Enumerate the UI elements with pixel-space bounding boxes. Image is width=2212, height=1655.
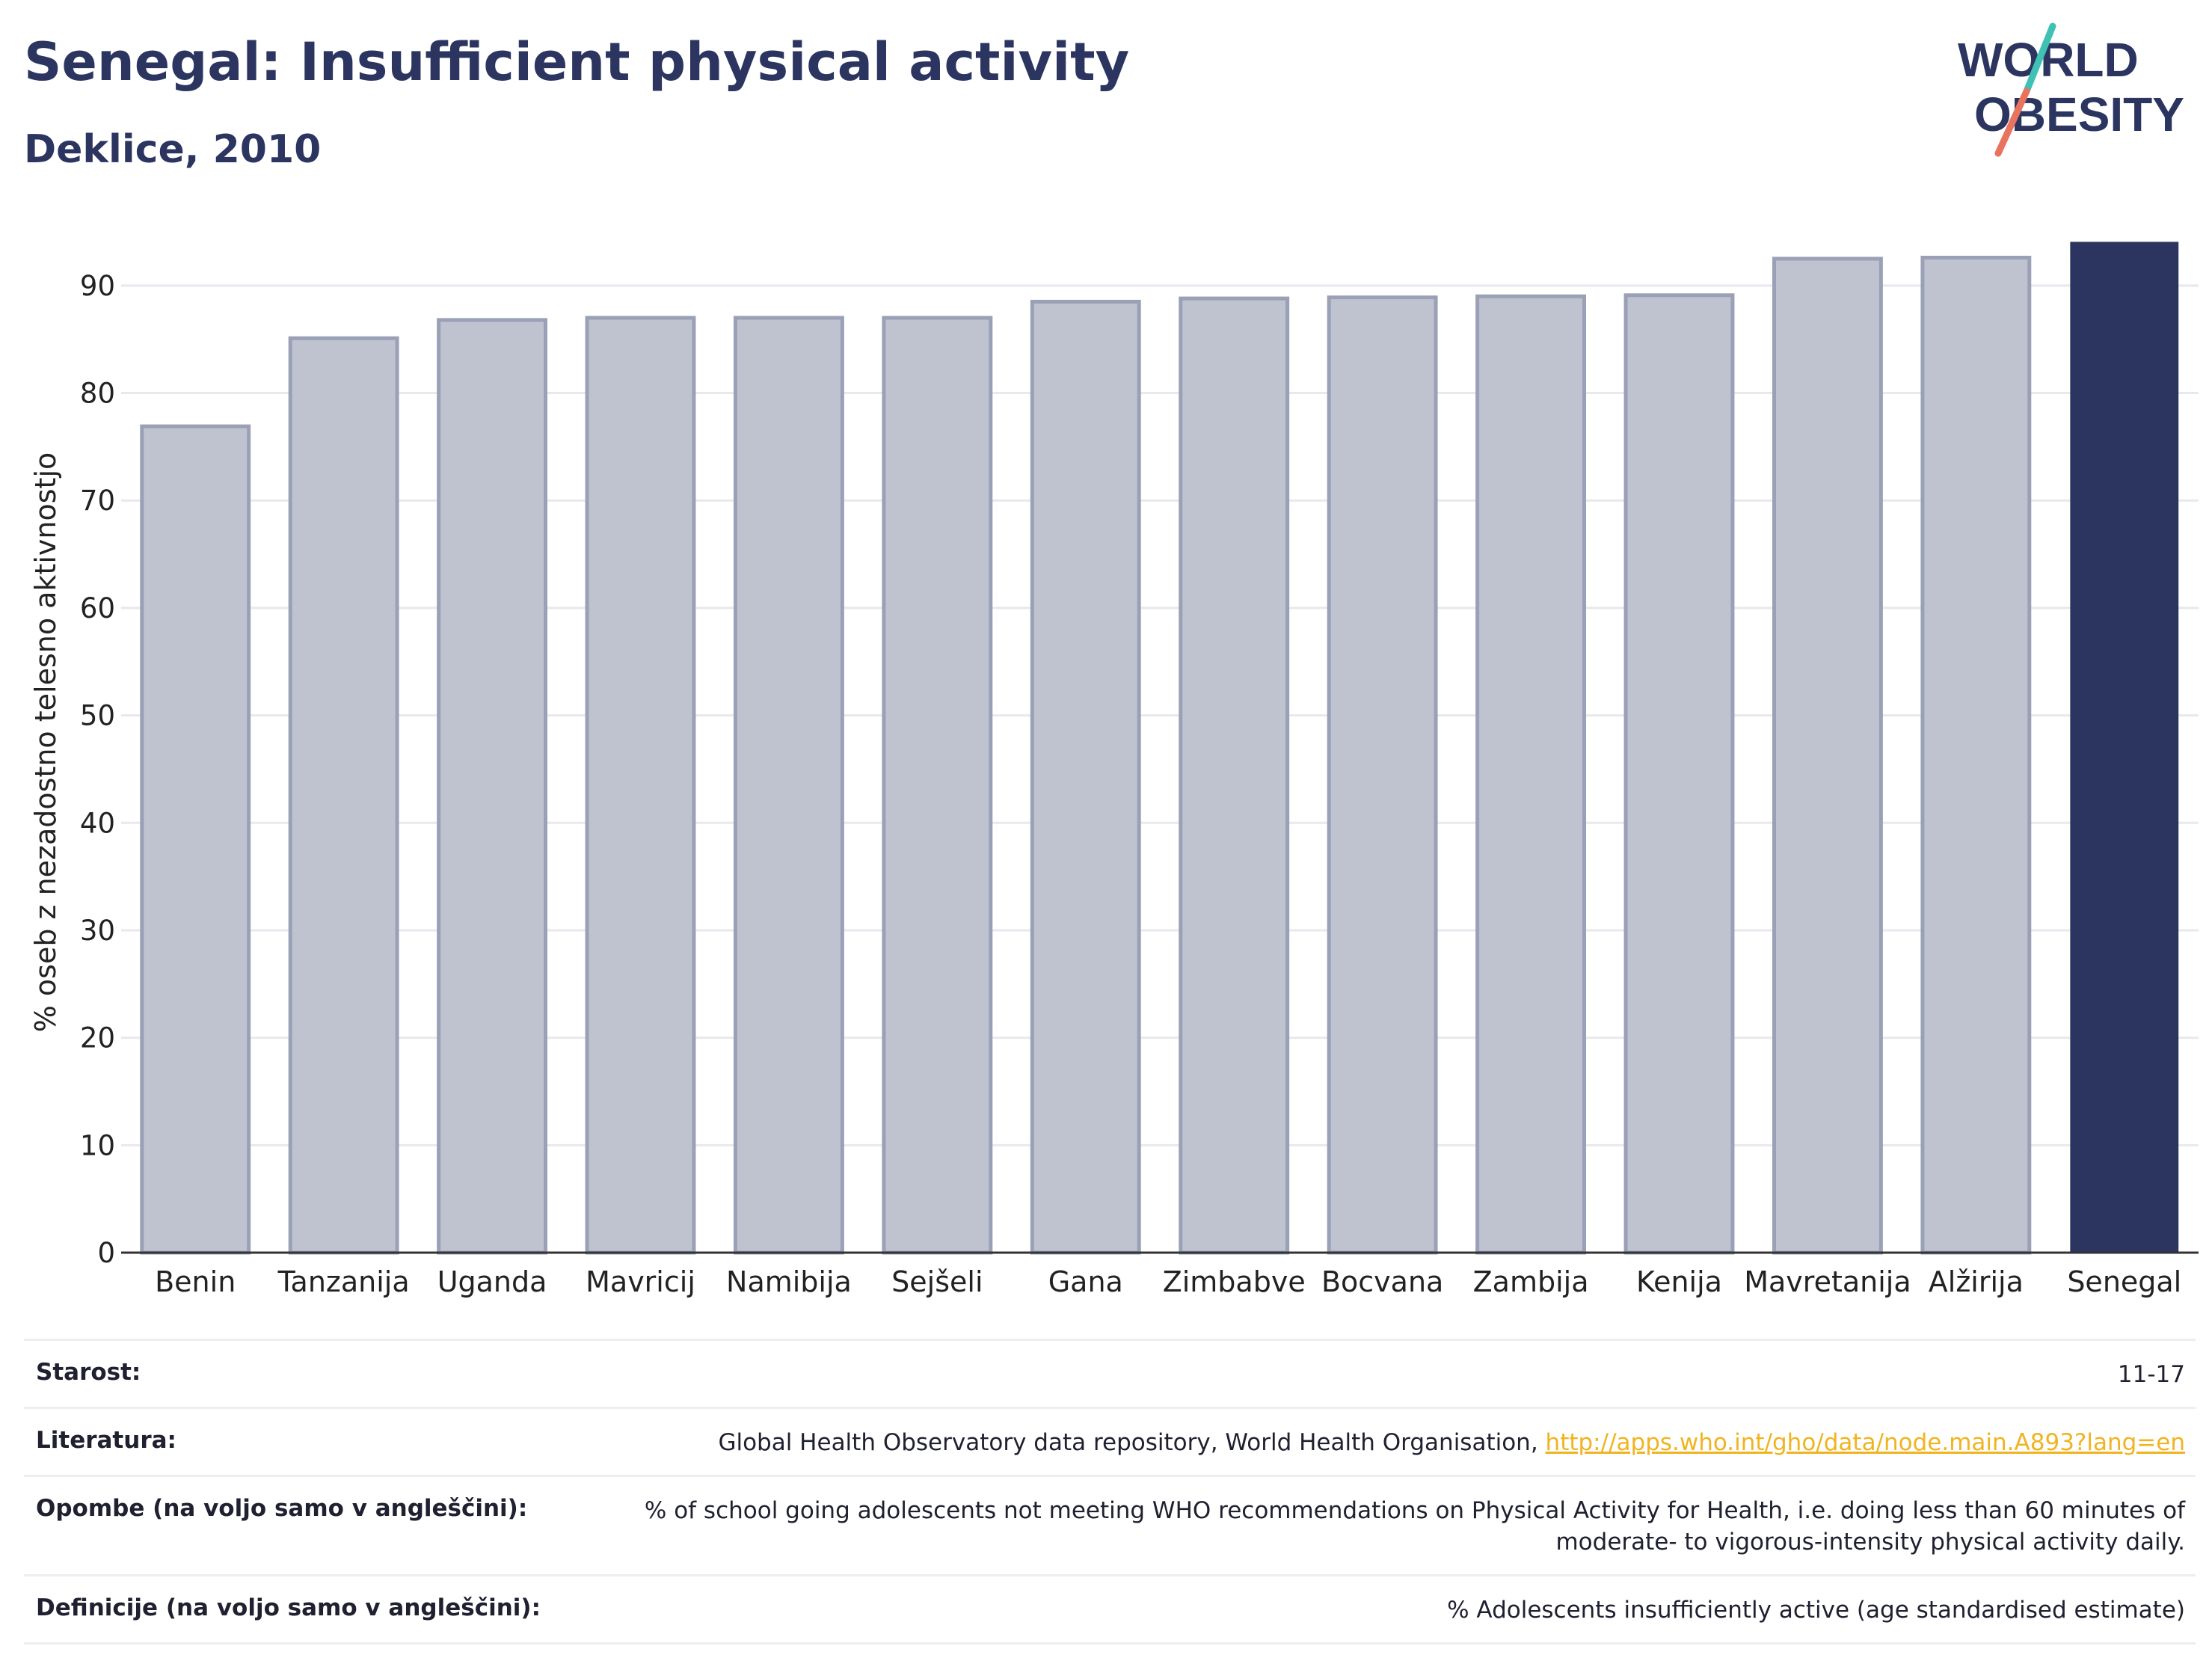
x-tick-label: Kenija <box>1636 1265 1722 1298</box>
meta-value: % Adolescents insufficiently active (age… <box>1447 1594 2185 1626</box>
x-tick-label: Sejšeli <box>891 1265 983 1298</box>
x-tick-labels: Benin Tanzanija Uganda Mavricij Namibija Sejš… <box>155 1265 2181 1298</box>
bar-zambija <box>1475 294 1587 1255</box>
bar-zimbabve <box>1179 296 1290 1255</box>
x-tick-label: Zambija <box>1473 1265 1589 1298</box>
meta-label: Starost: <box>36 1359 141 1386</box>
y-tick-label: 60 <box>80 592 115 624</box>
y-tick-label: 30 <box>80 915 115 947</box>
bar-bocvana <box>1327 295 1438 1255</box>
meta-value: % of school going adolescents not meetin… <box>630 1495 2185 1558</box>
x-tick-label: Tanzanija <box>277 1265 410 1298</box>
y-tick-label: 20 <box>80 1022 115 1054</box>
x-tick-label: Zimbabve <box>1163 1265 1306 1298</box>
bar-benin <box>140 424 251 1255</box>
bar-kenija <box>1623 293 1735 1255</box>
bar-alžirija <box>1920 255 2032 1255</box>
meta-value: 11-17 <box>2118 1359 2185 1390</box>
bar-uganda <box>437 318 548 1255</box>
bar-mavretanija <box>1772 257 1883 1255</box>
x-tick-label: Mavricij <box>586 1265 695 1298</box>
bar-gana <box>1030 299 1141 1255</box>
bars <box>140 242 2179 1255</box>
y-tick-label: 80 <box>80 378 115 410</box>
bar-senegal <box>2070 242 2179 1254</box>
bar-mavricij <box>585 316 696 1255</box>
y-tick-label: 10 <box>80 1129 115 1161</box>
x-tick-label: Uganda <box>437 1265 547 1298</box>
x-tick-label: Namibija <box>726 1265 852 1298</box>
logo-slash-coral <box>1994 87 2030 157</box>
meta-value-text: Global Health Observatory data repositor… <box>718 1429 1546 1456</box>
meta-value-text: % Adolescents insufficiently active (age… <box>1447 1597 2185 1624</box>
x-tick-label: Gana <box>1048 1265 1123 1298</box>
metadata-table: Starost: 11-17 Literatura: Global Health Ob… <box>24 1339 2196 1645</box>
y-tick-label: 90 <box>80 270 115 302</box>
grid-lines <box>121 284 2199 1146</box>
meta-value-text: % of school going adolescents not meetin… <box>644 1497 2185 1556</box>
world-obesity-logo: WORLD OBESITY <box>1958 22 2184 157</box>
page-subtitle: Deklice, 2010 <box>24 127 322 172</box>
page-title: Senegal: Insufficient physical activity <box>24 31 1130 93</box>
x-tick-label: Alžirija <box>1929 1265 2024 1298</box>
meta-label: Literatura: <box>36 1427 176 1454</box>
x-tick-label: Mavretanija <box>1744 1265 1911 1298</box>
meta-label: Opombe (na voljo samo v angleščini): <box>36 1495 528 1522</box>
bar-chart: 0 10 20 30 40 50 60 70 80 90 Benin Tanzanija Uganda… <box>29 242 2199 1298</box>
meta-row: Starost: 11-17 <box>24 1339 2196 1407</box>
meta-row: Definicije (na voljo samo v angleščini):… <box>24 1574 2196 1645</box>
y-axis-label: % oseb z nezadostno telesno aktivnostjo <box>29 452 62 1033</box>
x-tick-label: Benin <box>155 1265 236 1298</box>
x-tick-label: Senegal <box>2067 1265 2181 1298</box>
x-tick-label: Bocvana <box>1321 1265 1443 1298</box>
bar-namibija <box>733 316 844 1255</box>
source-link[interactable]: http://apps.who.int/gho/data/node.main.A… <box>1545 1429 2185 1456</box>
meta-label: Definicije (na voljo samo v angleščini): <box>36 1594 541 1621</box>
bar-tanzanija <box>288 336 399 1255</box>
bar-sejšeli <box>882 316 993 1255</box>
logo-slash-teal <box>2023 22 2056 95</box>
y-tick-label: 40 <box>80 807 115 839</box>
y-tick-label: 50 <box>80 700 115 732</box>
meta-row: Literatura: Global Health Observatory dat… <box>24 1407 2196 1475</box>
y-tick-label: 70 <box>80 485 115 517</box>
y-tick-label: 0 <box>97 1237 115 1269</box>
meta-value-text: 11-17 <box>2117 1361 2185 1388</box>
y-tick-labels: 0 10 20 30 40 50 60 70 80 90 <box>80 270 115 1269</box>
meta-value: Global Health Observatory data repositor… <box>718 1427 2185 1458</box>
meta-row: Opombe (na voljo samo v angleščini): % of… <box>24 1475 2196 1574</box>
